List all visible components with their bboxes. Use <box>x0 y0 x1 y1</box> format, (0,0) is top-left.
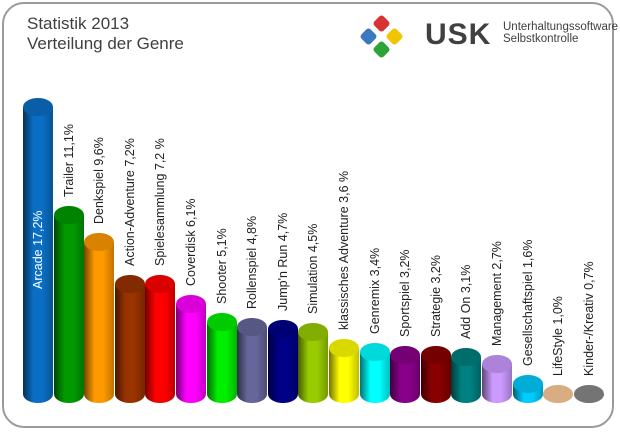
bar-label: LifeStyle 1,0% <box>551 296 566 376</box>
usk-logo: USK Unterhaltungssoftware Selbstkontroll… <box>355 14 618 60</box>
bar-management <box>482 355 512 403</box>
bar-shooter <box>206 312 237 403</box>
bar-label: Action-Adventure 7,2% <box>122 138 137 267</box>
logo-wordmark: USK <box>425 18 492 51</box>
bar-label: Kinder-/Kreativ 0,7% <box>581 261 596 376</box>
bar-rollenspiel <box>237 317 268 403</box>
bar-label: Add On 3,1% <box>459 264 474 340</box>
bar-label: Management 2,7% <box>490 241 504 347</box>
bar-label: Coverdisk 6,1% <box>184 198 198 286</box>
bar-label: Denkspiel 9,6% <box>92 136 107 224</box>
bar-arcade <box>23 98 53 403</box>
bar-label: Arcade 17,2% <box>31 210 45 289</box>
logo-subtitle: Unterhaltungssoftware Selbstkontrolle <box>503 21 618 45</box>
title-line-2: Verteilung der Genre <box>27 34 184 53</box>
bar-label: Genremix 3,4% <box>367 247 382 334</box>
bar-label: Spielesammlung 7,2 % <box>153 138 168 267</box>
bar-trailer <box>53 206 84 403</box>
title-line-1: Statistik 2013 <box>27 14 130 33</box>
bar-label: Gesellschaftspiel 1,6% <box>520 239 535 366</box>
bar-label: Strategie 3,2% <box>428 255 443 338</box>
bar-lifestyle <box>543 385 574 403</box>
bar-label: Trailer 11,1% <box>61 124 76 198</box>
bar-simulation <box>298 323 329 403</box>
chart-title: Statistik 2013 Verteilung der Genre <box>27 14 184 54</box>
bar-strategie <box>420 346 451 403</box>
logo-subtitle-line-2: Selbstkontrolle <box>503 33 579 45</box>
bar-gesellschaftspiel <box>512 374 543 403</box>
bar-label: klassisches Adventure 3,6 % <box>337 171 351 331</box>
bar-denkspiel <box>84 232 115 403</box>
bar-add-on <box>451 348 482 403</box>
bar-label: Jump'n Run 4,7% <box>275 212 290 311</box>
bar-spielesammlung <box>145 275 176 403</box>
bar-genremix <box>359 342 390 403</box>
bar-sportspiel <box>390 346 421 403</box>
bar-label: Rollenspiel 4,8% <box>245 215 260 309</box>
logo-subtitle-line-1: Unterhaltungssoftware <box>503 21 619 33</box>
bar-kinder-kreativ <box>573 385 604 403</box>
bar-label: Shooter 5,1% <box>214 227 229 304</box>
bar-label: Sportspiel 3,2% <box>398 249 413 338</box>
bar-action-adventure <box>114 275 145 403</box>
bar-label: Simulation 4,5% <box>306 223 321 315</box>
bar-jump-n-run <box>267 319 298 403</box>
bar-klassisches-adventure <box>329 339 359 403</box>
bar-coverdisk <box>176 294 206 403</box>
